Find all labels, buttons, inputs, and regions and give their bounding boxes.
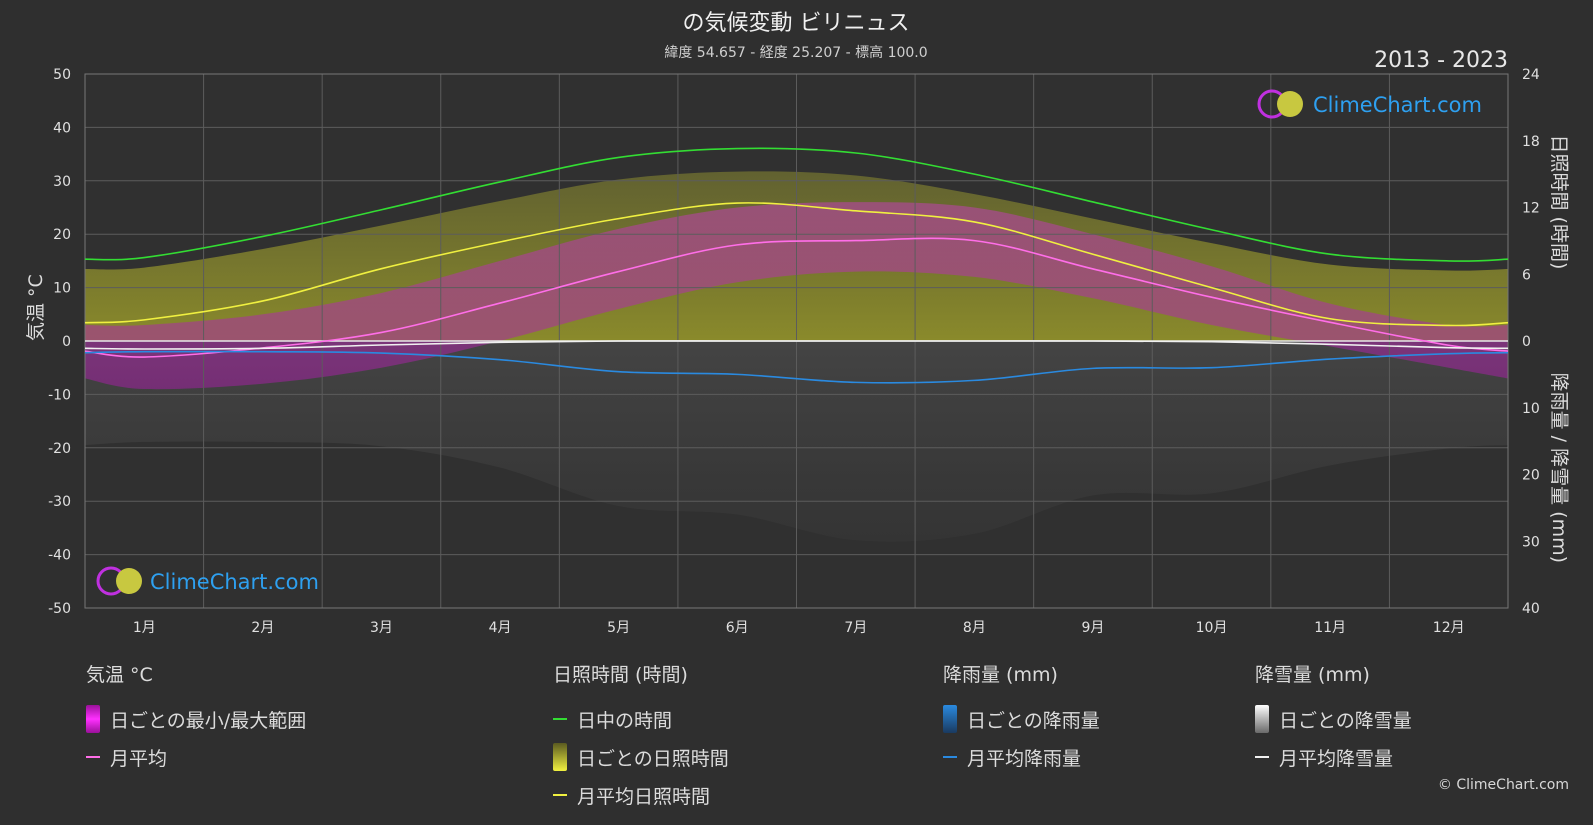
legend-label: 月平均日照時間: [577, 785, 711, 808]
x-tick-label: 2月: [251, 620, 274, 636]
y-left-tick-label: 20: [53, 227, 71, 243]
logo-sun-icon: [1277, 91, 1303, 117]
legend-temperature-title: 気温 °C: [86, 664, 153, 686]
x-tick-label: 9月: [1081, 620, 1104, 636]
legend-label: 日ごとの降雨量: [967, 709, 1100, 732]
x-tick-label: 1月: [133, 620, 156, 636]
logo-sun-icon: [116, 568, 142, 594]
legend-label: 日中の時間: [577, 709, 673, 732]
y-left-axis-title: 気温 °C: [25, 274, 47, 341]
period-label: 2013 - 2023: [1374, 48, 1508, 73]
y-left-tick-label: 10: [53, 281, 71, 297]
legend-temperature: 気温 °C 日ごとの最小/最大範囲 月平均: [86, 660, 306, 776]
snow-avg-swatch: [1255, 756, 1269, 758]
legend-label: 日ごとの降雪量: [1279, 709, 1412, 732]
y-left-tick-label: 50: [53, 67, 71, 83]
y-right-top-tick-label: 18: [1522, 134, 1540, 150]
snow-avg-line: [84, 340, 1509, 350]
y-left-tick-label: 40: [53, 120, 71, 136]
legend-item-temp-avg: 月平均: [86, 738, 306, 776]
legend-item-daily-rain: 日ごとの降雨量: [943, 700, 1100, 738]
rain-avg-swatch: [943, 756, 957, 758]
y-left-tick-label: 0: [62, 334, 71, 350]
chart-title: の気候変動 ビリニュス: [683, 11, 910, 36]
x-tick-label: 3月: [370, 620, 393, 636]
copyright: © ClimeChart.com: [1437, 777, 1569, 793]
y-right-bottom-tick-label: 30: [1522, 534, 1540, 550]
brand-logo-bottom: ClimeChart.com: [96, 566, 319, 596]
legend-rain: 降雨量 (mm) 日ごとの降雨量 月平均降雨量: [943, 660, 1100, 776]
legend-sunshine-title: 日照時間 (時間): [553, 664, 688, 686]
y-right-bottom-axis-title: 降雨量 / 降雪量 (mm): [1548, 373, 1570, 563]
legend-label: 日ごとの最小/最大範囲: [110, 709, 307, 732]
y-left-tick-label: 30: [53, 174, 71, 190]
x-tick-label: 12月: [1433, 620, 1465, 636]
y-left-tick-label: -10: [48, 387, 71, 403]
x-tick-label: 4月: [489, 620, 512, 636]
sunshine-avg-swatch: [553, 794, 567, 796]
y-left-tick-label: -20: [48, 441, 71, 457]
legend-item-snow-avg: 月平均降雪量: [1255, 738, 1412, 776]
legend-snow-title: 降雪量 (mm): [1255, 664, 1370, 686]
legend-item-daily-snow: 日ごとの降雪量: [1255, 700, 1412, 738]
temp-avg-line: [84, 237, 1509, 358]
y-left-tick-label: -30: [48, 494, 71, 510]
legend-item-temp-range: 日ごとの最小/最大範囲: [86, 700, 306, 738]
y-right-top-axis-title: 日照時間 (時間): [1548, 135, 1570, 270]
x-tick-label: 7月: [844, 620, 867, 636]
x-tick-label: 10月: [1196, 620, 1228, 636]
legend-label: 日ごとの日照時間: [577, 747, 729, 770]
y-right-bottom-tick-label: 10: [1522, 401, 1540, 417]
legend-rain-title: 降雨量 (mm): [943, 664, 1058, 686]
daily-rain-swatch: [943, 705, 957, 733]
legend-item-sunshine-avg: 月平均日照時間: [553, 776, 729, 814]
y-right-bottom-tick-label: 40: [1522, 601, 1540, 617]
y-right-top-tick-label: 6: [1522, 267, 1531, 283]
legend-label: 月平均降雨量: [967, 747, 1082, 770]
daylight-swatch: [553, 718, 567, 720]
x-tick-label: 5月: [607, 620, 630, 636]
y-right-top-tick-label: 24: [1522, 67, 1540, 83]
y-left-tick-label: -40: [48, 548, 71, 564]
legend-item-daily-sunshine: 日ごとの日照時間: [553, 738, 729, 776]
temp-range-swatch: [86, 705, 100, 733]
legend-label: 月平均: [110, 747, 168, 770]
y-right-bottom-tick-label: 20: [1522, 468, 1540, 484]
y-right-top-tick-label: 12: [1522, 201, 1540, 217]
temp-avg-swatch: [86, 756, 100, 758]
brand-text: ClimeChart.com: [150, 570, 319, 594]
legend-snow: 降雪量 (mm) 日ごとの降雪量 月平均降雪量: [1255, 660, 1412, 776]
daylight-line: [84, 147, 1509, 262]
x-tick-label: 8月: [963, 620, 986, 636]
x-tick-label: 11月: [1314, 620, 1346, 636]
legend-label: 月平均降雪量: [1279, 747, 1394, 770]
brand-logo-top: ClimeChart.com: [1257, 89, 1482, 119]
brand-text: ClimeChart.com: [1313, 93, 1482, 117]
y-right-top-tick-label: 0: [1522, 334, 1531, 350]
rain-avg-line: [84, 350, 1509, 384]
legend-sunshine: 日照時間 (時間) 日中の時間 日ごとの日照時間 月平均日照時間: [553, 660, 729, 814]
legend-item-rain-avg: 月平均降雨量: [943, 738, 1100, 776]
chart-subtitle: 緯度 54.657 - 経度 25.207 - 標高 100.0: [664, 44, 927, 61]
daily-snow-swatch: [1255, 705, 1269, 733]
legend-item-daylight: 日中の時間: [553, 700, 729, 738]
daily-sunshine-swatch: [553, 743, 567, 771]
y-left-tick-label: -50: [48, 601, 71, 617]
sunshine-avg-line: [84, 202, 1509, 327]
x-tick-label: 6月: [726, 620, 749, 636]
